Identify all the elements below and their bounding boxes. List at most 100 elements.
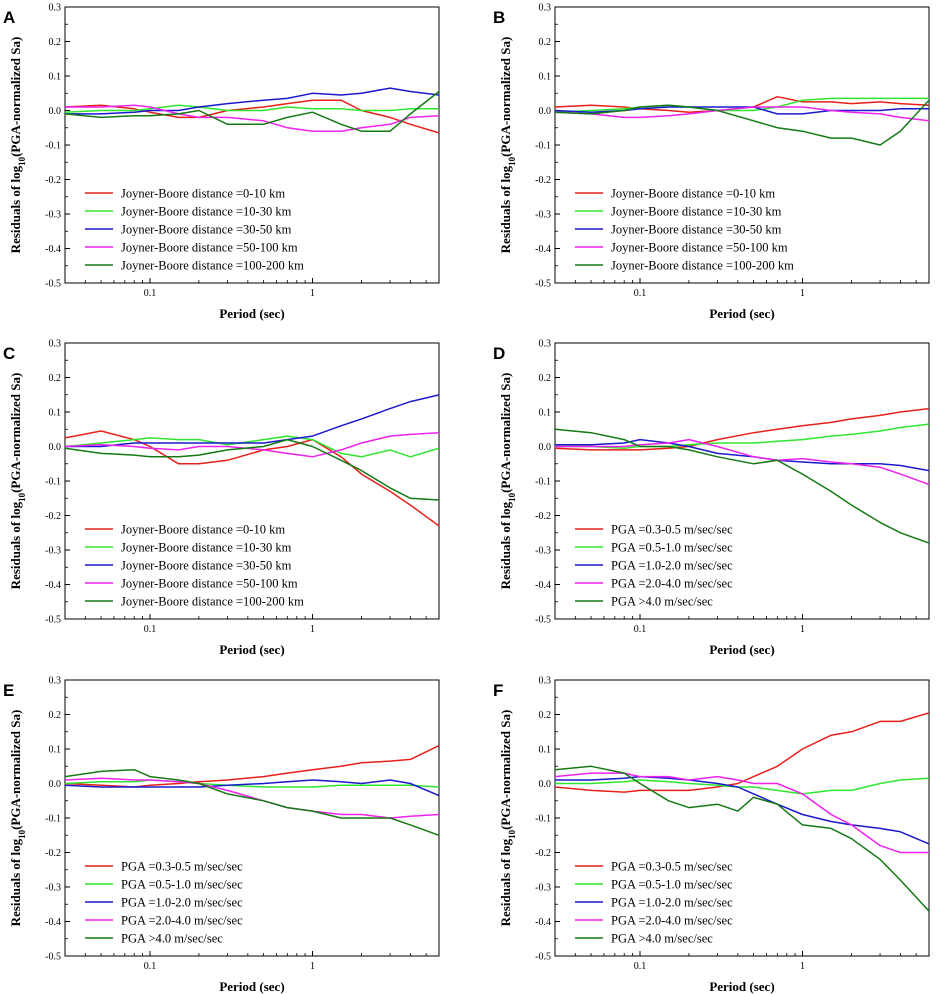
legend-label: Joyner-Boore distance =10-30 km xyxy=(121,541,292,555)
legend-label: PGA =1.0-2.0 m/sec/sec xyxy=(611,896,733,910)
y-tick-label: 0.1 xyxy=(539,745,552,756)
x-axis-title: Period (sec) xyxy=(709,642,774,657)
x-tick-label: 0.1 xyxy=(634,624,647,635)
x-tick-label: 1 xyxy=(800,961,805,972)
y-tick-label: -0.1 xyxy=(535,477,551,488)
y-tick-label: -0.4 xyxy=(45,917,61,928)
series-line xyxy=(65,768,439,837)
y-tick-label: -0.3 xyxy=(535,210,551,221)
y-tick-label: 0.0 xyxy=(49,442,62,453)
legend-label: Joyner-Boore distance =30-50 km xyxy=(121,223,292,237)
series-line xyxy=(555,97,929,113)
y-tick-label: 0.2 xyxy=(49,373,62,384)
series-line xyxy=(65,90,439,132)
y-tick-label: 0.2 xyxy=(539,37,552,48)
legend-label: Joyner-Boore distance =10-30 km xyxy=(121,205,292,219)
legend-label: Joyner-Boore distance =10-30 km xyxy=(611,205,782,219)
y-tick-label: -0.5 xyxy=(535,279,551,290)
x-tick-label: 0.1 xyxy=(634,961,647,972)
y-axis-title: Residuals of log10(PGA-normalized Sa) xyxy=(498,373,517,590)
y-tick-label: -0.2 xyxy=(45,848,61,859)
x-axis-title: Period (sec) xyxy=(219,306,284,321)
x-tick-label: 1 xyxy=(800,288,805,299)
legend: PGA =0.3-0.5 m/sec/sec PGA =0.5-1.0 m/sec… xyxy=(85,860,243,946)
y-tick-label: -0.4 xyxy=(535,244,551,255)
y-tick-label: 0.3 xyxy=(49,676,62,687)
series-line xyxy=(555,712,929,793)
legend: Joyner-Boore distance =0-10 km Joyner-Boo… xyxy=(85,523,304,609)
y-tick-label: 0.1 xyxy=(49,745,62,756)
series-line xyxy=(555,106,929,122)
y-tick-label: -0.1 xyxy=(45,477,61,488)
legend-label: PGA >4.0 m/sec/sec xyxy=(121,932,223,946)
y-tick-label: 0.0 xyxy=(539,442,552,453)
y-tick-label: -0.4 xyxy=(535,917,551,928)
y-tick-label: 0.0 xyxy=(539,106,552,117)
x-axis-title: Period (sec) xyxy=(709,979,774,994)
y-tick-label: 0.1 xyxy=(49,408,62,419)
legend-label: PGA =0.5-1.0 m/sec/sec xyxy=(121,878,243,892)
y-tick-label: -0.1 xyxy=(45,814,61,825)
y-tick-label: -0.5 xyxy=(535,615,551,626)
legend-label: PGA =0.5-1.0 m/sec/sec xyxy=(611,541,733,555)
legend-label: Joyner-Boore distance =30-50 km xyxy=(121,559,292,573)
series-line xyxy=(555,772,929,854)
y-tick-label: -0.3 xyxy=(45,210,61,221)
legend-label: PGA >4.0 m/sec/sec xyxy=(611,595,713,609)
x-tick-label: 0.1 xyxy=(144,961,157,972)
x-axis-title: Period (sec) xyxy=(709,306,774,321)
legend-label: PGA =2.0-4.0 m/sec/sec xyxy=(611,577,733,591)
legend-label: Joyner-Boore distance =100-200 km xyxy=(121,259,304,273)
series-line xyxy=(555,777,929,795)
legend: PGA =0.3-0.5 m/sec/sec PGA =0.5-1.0 m/sec… xyxy=(575,860,733,946)
series-line xyxy=(65,87,439,115)
legend-label: Joyner-Boore distance =100-200 km xyxy=(611,259,794,273)
y-tick-label: 0.1 xyxy=(539,72,552,83)
series-line xyxy=(555,428,929,544)
x-tick-label: 0.1 xyxy=(634,288,647,299)
y-tick-label: 0.0 xyxy=(49,779,62,790)
y-tick-label: -0.3 xyxy=(45,883,61,894)
y-tick-label: -0.2 xyxy=(535,848,551,859)
y-tick-label: 0.2 xyxy=(539,373,552,384)
panel-letter: E xyxy=(3,681,14,700)
y-axis-title: Residuals of log10(PGA-normalized Sa) xyxy=(498,710,517,927)
panel-letter: C xyxy=(3,344,15,363)
series-line xyxy=(65,438,439,501)
x-tick-label: 1 xyxy=(310,624,315,635)
panel-letter: D xyxy=(493,344,505,363)
y-axis-title: Residuals of log10(PGA-normalized Sa) xyxy=(8,710,27,927)
legend-label: Joyner-Boore distance =30-50 km xyxy=(611,223,782,237)
series-line xyxy=(555,765,929,912)
series-line xyxy=(555,423,929,449)
series-line xyxy=(65,394,439,448)
y-tick-label: 0.3 xyxy=(49,3,62,14)
y-tick-label: 0.1 xyxy=(49,72,62,83)
series-line xyxy=(65,104,439,132)
y-tick-label: -0.5 xyxy=(535,952,551,963)
legend-label: Joyner-Boore distance =100-200 km xyxy=(121,595,304,609)
legend: Joyner-Boore distance =0-10 km Joyner-Boo… xyxy=(575,187,794,273)
y-tick-label: -0.3 xyxy=(535,883,551,894)
legend-label: Joyner-Boore distance =50-100 km xyxy=(121,577,298,591)
y-tick-label: -0.2 xyxy=(45,175,61,186)
x-tick-label: 0.1 xyxy=(144,288,157,299)
legend: PGA =0.3-0.5 m/sec/sec PGA =0.5-1.0 m/sec… xyxy=(575,523,733,609)
series-line xyxy=(555,99,929,146)
panel-letter: A xyxy=(3,8,15,27)
x-tick-label: 1 xyxy=(310,961,315,972)
y-axis-title: Residuals of log10(PGA-normalized Sa) xyxy=(8,37,27,254)
y-tick-label: -0.4 xyxy=(45,244,61,255)
y-tick-label: 0.0 xyxy=(49,106,62,117)
panel-letter: F xyxy=(493,681,503,700)
legend-label: Joyner-Boore distance =0-10 km xyxy=(121,187,285,201)
legend-label: PGA =1.0-2.0 m/sec/sec xyxy=(121,896,243,910)
x-axis-title: Period (sec) xyxy=(219,979,284,994)
legend-label: Joyner-Boore distance =50-100 km xyxy=(611,241,788,255)
legend-label: PGA =0.3-0.5 m/sec/sec xyxy=(611,860,733,874)
legend-label: PGA =0.3-0.5 m/sec/sec xyxy=(121,860,243,874)
panel-b: B 0.3 0.2 0.1 0.0 -0.1 -0.2 -0.3 -0.4 -0.5 0.1 1 Per… xyxy=(493,3,930,321)
x-tick-label: 0.1 xyxy=(144,624,157,635)
panel-f: F 0.3 0.2 0.1 0.0 -0.1 -0.2 -0.3 -0.4 -0.5 0.1 1 Per… xyxy=(493,676,930,994)
